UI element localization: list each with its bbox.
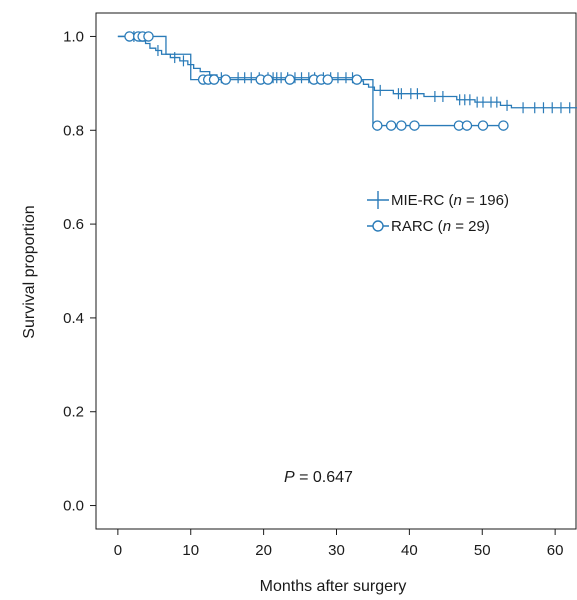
y-tick-label: 0.8 [63,122,84,139]
censor-mark-rarc [351,74,363,85]
censor-mark-rarc [396,120,407,131]
censor-mark-rarc [461,120,473,131]
p-value-label: P [284,469,295,486]
series-mie-rc [117,30,577,114]
y-tick-label: 0.6 [63,216,84,233]
legend-item-rarc: RARC (n = 29) [367,218,490,235]
x-axis-title: Months after surgery [260,578,407,595]
svg-text:RARC (n = 29): RARC (n = 29) [391,218,490,235]
legend: MIE-RC (n = 196) RARC (n = 29) [367,191,509,235]
p-value-value: = 0.647 [295,469,353,486]
censor-mark-rarc [498,120,509,131]
x-tick-label: 50 [474,542,491,559]
legend-rarc-name: RARC [391,218,434,235]
censor-mark-rarc [385,120,397,131]
y-tick-label: 1.0 [63,28,84,45]
censor-mark-rarc [477,120,489,131]
svg-text:MIE-RC (n = 196): MIE-RC (n = 196) [391,192,509,209]
y-tick-label: 0.2 [63,404,84,421]
y-tick-label: 0.4 [63,310,84,327]
censor-mark-rarc [409,120,420,131]
series-layer [117,30,577,131]
censor-mark-rarc [262,74,274,85]
x-tick-label: 0 [114,542,122,559]
legend-mie-rc-n-value: = 196) [462,192,509,209]
plot-frame [95,12,577,530]
survival-curve-mie-rc [117,35,577,109]
p-value-annotation: P = 0.647 [284,469,353,486]
x-tick-label: 60 [547,542,564,559]
y-axis-title: Survival proportion [21,205,38,338]
censor-mark-rarc [124,31,135,42]
censor-mark-rarc [208,74,220,85]
censor-mark-rarc [284,74,296,85]
censor-mark-rarc [220,74,231,85]
x-tick-label: 10 [182,542,199,559]
censor-mark-rarc [143,31,154,42]
axes-layer: 0 10 20 30 40 50 60 0.0 0.2 0.4 0.6 0.8 1.0 [63,12,577,559]
legend-mie-rc-name: MIE-RC [391,192,444,209]
censor-mark-rarc [322,74,334,85]
legend-rarc-n-value: = 29) [451,218,490,235]
legend-mie-rc-n-label: n [454,192,462,209]
series-rarc [117,31,509,131]
censor-mark-rarc [372,120,383,131]
x-tick-label: 20 [255,542,272,559]
y-tick-label: 0.0 [63,498,84,515]
legend-rarc-n-label: n [443,218,451,235]
survival-curve-rarc [117,35,508,127]
x-tick-label: 30 [328,542,345,559]
x-tick-label: 40 [401,542,418,559]
legend-item-mie-rc: MIE-RC (n = 196) [367,191,509,209]
